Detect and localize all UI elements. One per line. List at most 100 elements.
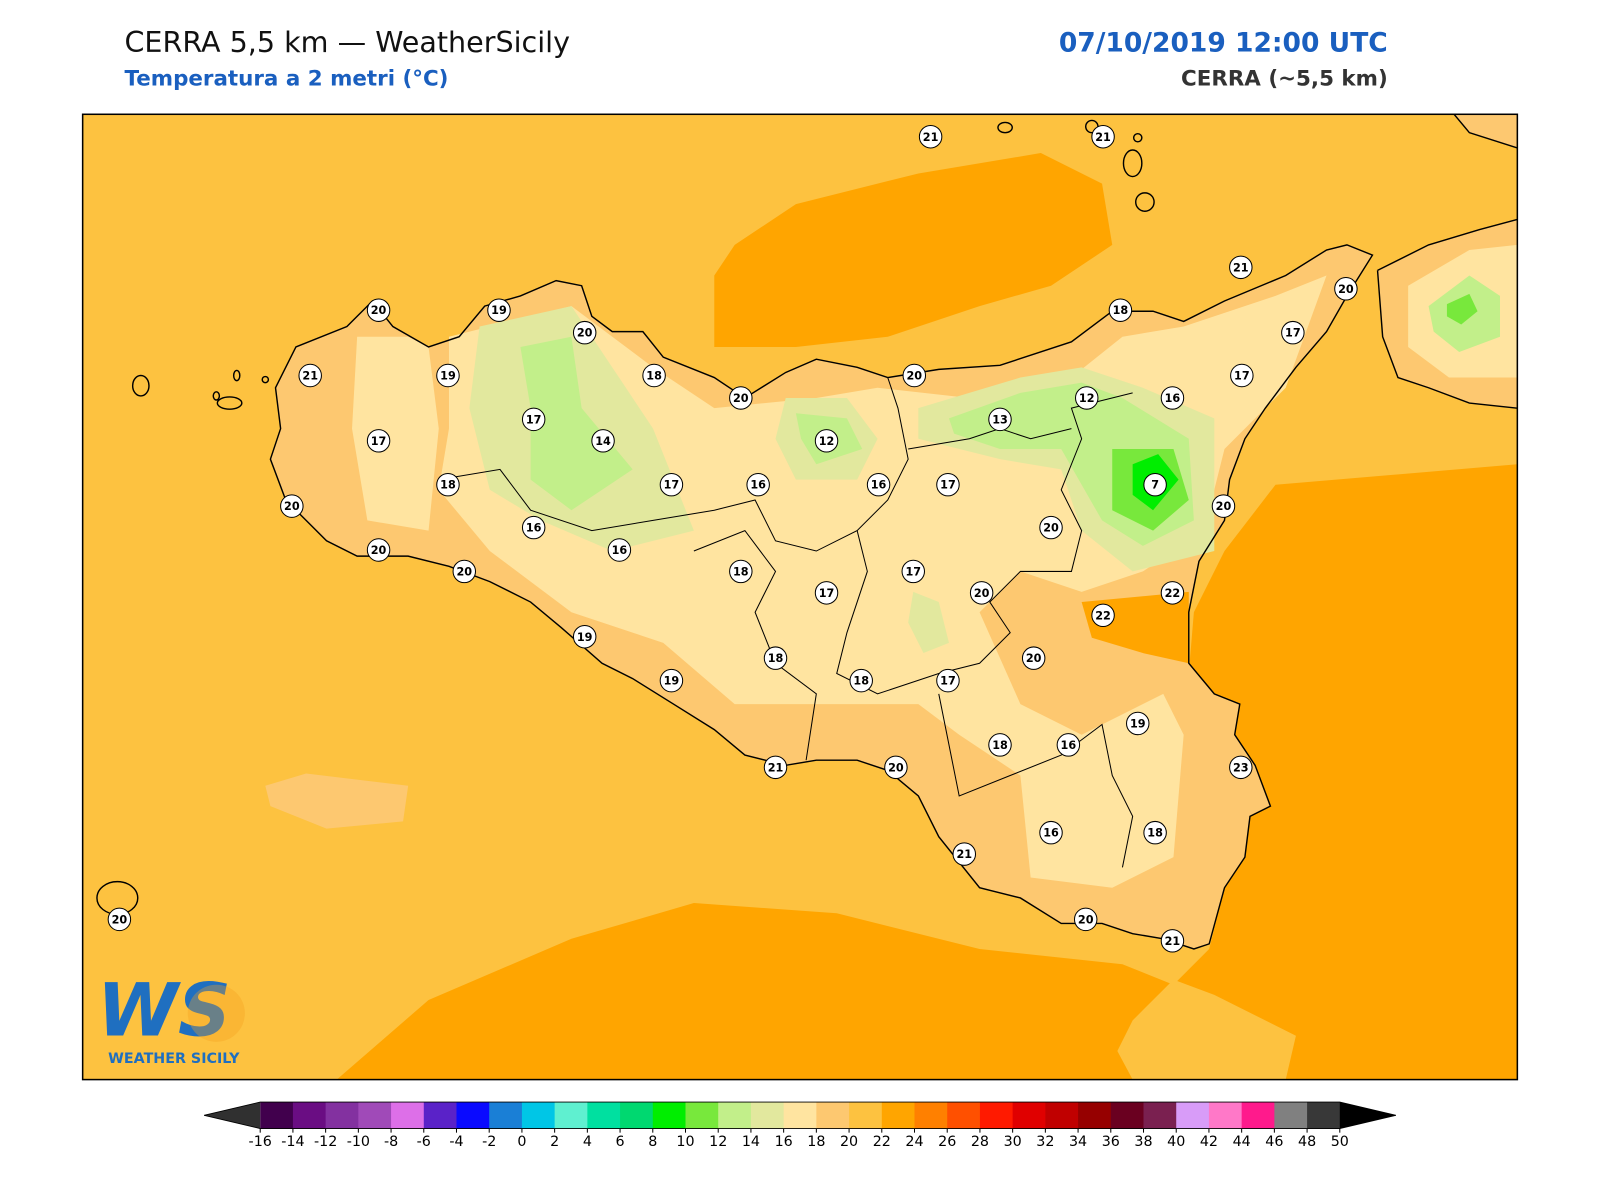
island bbox=[1122, 149, 1143, 178]
station-marker bbox=[1056, 733, 1081, 757]
colorbar-cell bbox=[979, 1102, 1014, 1129]
station-value: 18 bbox=[853, 675, 869, 688]
station-value: 21 bbox=[1165, 935, 1181, 948]
station: 14 bbox=[591, 429, 615, 453]
station: 22 bbox=[1160, 581, 1185, 605]
station-value: 16 bbox=[1165, 392, 1181, 405]
station-marker bbox=[918, 125, 943, 149]
station-value: 17 bbox=[940, 675, 956, 688]
station-value: 19 bbox=[577, 631, 593, 644]
station-value: 22 bbox=[1095, 609, 1111, 622]
station: 16 bbox=[1039, 820, 1063, 845]
station: 17 bbox=[936, 668, 960, 693]
station-value: 20 bbox=[1078, 913, 1094, 926]
station-value: 20 bbox=[733, 392, 749, 405]
logo: WS WEATHER SICILY bbox=[97, 968, 245, 1067]
colorbar-cell bbox=[685, 1102, 719, 1129]
station-value: 20 bbox=[577, 327, 593, 340]
colorbar-tick-label: 12 bbox=[709, 1134, 727, 1150]
station-value: 18 bbox=[733, 565, 749, 578]
colorbar-tick-label: 10 bbox=[676, 1134, 694, 1150]
colorbar-cell bbox=[325, 1102, 359, 1129]
station-value: 7 bbox=[1151, 479, 1159, 492]
station: 21 bbox=[298, 363, 322, 388]
station: 18 bbox=[1143, 820, 1167, 845]
station-marker bbox=[366, 538, 391, 562]
colorbar-tick-label: 20 bbox=[840, 1134, 858, 1150]
station: 7 bbox=[1143, 472, 1167, 497]
colorbar-tick-label: -16 bbox=[249, 1134, 272, 1150]
station: 17 bbox=[901, 559, 925, 584]
colorbar-cell bbox=[1110, 1102, 1145, 1129]
colorbar-cell bbox=[620, 1102, 654, 1129]
station-marker bbox=[1160, 386, 1185, 410]
station-marker bbox=[572, 320, 597, 345]
colorbar-cell bbox=[1176, 1102, 1210, 1129]
colorbar-cell bbox=[456, 1102, 490, 1129]
province-border bbox=[938, 693, 1134, 868]
station: 17 bbox=[366, 429, 391, 453]
station: 20 bbox=[969, 581, 994, 605]
station: 20 bbox=[452, 559, 477, 584]
station-value: 13 bbox=[992, 413, 1008, 426]
colorbar-cell bbox=[1045, 1102, 1079, 1129]
station-marker bbox=[901, 559, 925, 584]
station: 20 bbox=[280, 494, 304, 518]
island bbox=[131, 374, 150, 397]
station-marker bbox=[729, 559, 753, 584]
colorbar-tick-label: 16 bbox=[775, 1134, 793, 1150]
colorbar-cell bbox=[652, 1102, 687, 1129]
station-value: 20 bbox=[906, 370, 922, 383]
station: 19 bbox=[572, 625, 597, 649]
station-value: 16 bbox=[1043, 827, 1059, 840]
colorbar-cell bbox=[292, 1102, 327, 1129]
station-marker bbox=[1108, 298, 1133, 322]
station-marker bbox=[1229, 755, 1253, 780]
colorbar-tick-label: 38 bbox=[1134, 1134, 1152, 1150]
station-marker bbox=[952, 842, 977, 866]
station-marker bbox=[902, 363, 927, 388]
colorbar-cell bbox=[521, 1102, 556, 1129]
logo-sun bbox=[187, 984, 245, 1042]
station: 18 bbox=[729, 559, 753, 584]
station: 12 bbox=[814, 429, 839, 453]
colorbar-tick-label: -4 bbox=[449, 1134, 463, 1150]
station: 21 bbox=[1229, 255, 1253, 280]
colorbar-tick-label: 40 bbox=[1167, 1134, 1185, 1150]
station-value: 20 bbox=[1026, 652, 1042, 665]
colorbar: -16 -14 -12 -10 -8 -6 -4 -2 0 2 4 6 8 10 12 14 16 18 20 22 2… bbox=[203, 1101, 1397, 1150]
station: 18 bbox=[988, 733, 1012, 757]
station: 21 bbox=[918, 125, 943, 149]
colorbar-cell bbox=[489, 1102, 523, 1129]
station: 16 bbox=[746, 472, 770, 497]
station-value: 12 bbox=[1079, 392, 1095, 405]
station-value: 21 bbox=[768, 761, 784, 774]
province-border bbox=[438, 377, 909, 552]
station-value: 19 bbox=[440, 370, 456, 383]
station-marker bbox=[729, 386, 753, 410]
colorbar-tick-label: 14 bbox=[742, 1134, 760, 1150]
zone-12-14 bbox=[520, 336, 633, 511]
station-marker bbox=[521, 407, 546, 432]
logo-mark: WS bbox=[97, 968, 231, 1053]
station: 13 bbox=[988, 407, 1012, 432]
station: 16 bbox=[521, 515, 546, 540]
station: 20 bbox=[107, 907, 132, 932]
station-marker bbox=[866, 472, 891, 497]
station: 21 bbox=[952, 842, 977, 866]
colorbar-tick-label: 46 bbox=[1265, 1134, 1283, 1150]
datetime: 07/10/2019 12:00 UTC bbox=[1059, 27, 1388, 58]
colorbar-cell bbox=[718, 1102, 752, 1129]
station: 20 bbox=[1211, 494, 1236, 518]
logo-tagline: WEATHER SICILY bbox=[108, 1051, 240, 1067]
island bbox=[212, 391, 221, 401]
colorbar-tick-label: -6 bbox=[417, 1134, 431, 1150]
station: 20 bbox=[1073, 907, 1098, 932]
station-value: 19 bbox=[664, 675, 680, 688]
station-marker bbox=[988, 407, 1012, 432]
station: 12 bbox=[1075, 386, 1099, 410]
colorbar-cell bbox=[423, 1102, 458, 1129]
subtitle: Temperatura a 2 metri (°C) bbox=[124, 67, 448, 92]
colorbar-cell bbox=[1143, 1102, 1177, 1129]
station: 19 bbox=[1126, 711, 1150, 736]
